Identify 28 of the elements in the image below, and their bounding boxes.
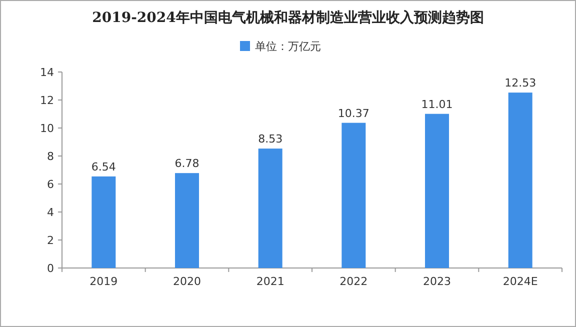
y-tick-label: 12 — [40, 94, 54, 107]
bar — [508, 92, 532, 268]
data-label: 10.37 — [338, 106, 370, 120]
bar — [342, 122, 366, 268]
data-label: 11.01 — [421, 98, 453, 111]
y-tick-label: 10 — [40, 122, 54, 135]
x-tick-label: 2024E — [502, 275, 538, 288]
data-label: 6.54 — [91, 160, 116, 174]
bar — [175, 173, 199, 268]
bar — [258, 148, 282, 268]
x-tick-label: 2021 — [256, 275, 284, 288]
y-tick-label: 2 — [47, 234, 54, 247]
x-tick-label: 2019 — [90, 275, 118, 288]
x-tick-label: 2023 — [423, 275, 451, 288]
y-tick-label: 0 — [47, 262, 54, 275]
legend-label: 单位：万亿元 — [255, 40, 321, 53]
bar — [425, 114, 449, 268]
data-label: 6.78 — [174, 157, 200, 170]
y-tick-label: 14 — [40, 66, 54, 79]
y-tick-label: 4 — [47, 206, 54, 219]
y-tick-label: 8 — [47, 150, 54, 163]
data-label: 12.53 — [504, 76, 536, 90]
data-label: 8.53 — [258, 132, 283, 146]
chart-title: 2019-2024年中国电气机械和器材制造业营业收入预测趋势图 — [92, 10, 484, 26]
bar — [92, 176, 116, 268]
y-tick-label: 6 — [47, 178, 54, 191]
x-tick-label: 2022 — [340, 275, 368, 288]
x-tick-label: 2020 — [173, 275, 201, 288]
